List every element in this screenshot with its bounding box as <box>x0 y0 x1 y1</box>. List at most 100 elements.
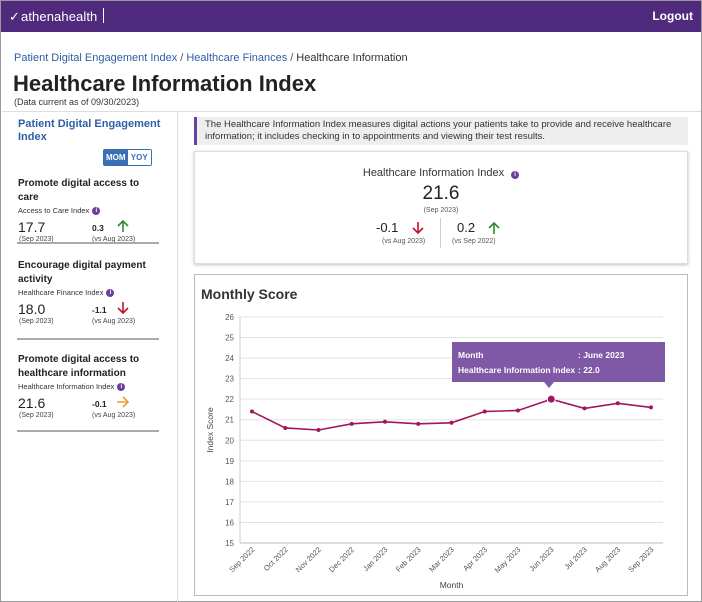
metric-value-period: (Sep 2023) <box>19 318 54 325</box>
metric-title: Promote digital access to care <box>18 178 140 203</box>
arrow-up-icon <box>488 221 500 234</box>
y-tick-label: 22 <box>225 395 234 404</box>
x-tick-label: Mar 2023 <box>427 545 456 574</box>
data-point <box>349 421 354 426</box>
x-tick-label: Sep 2022 <box>227 545 256 574</box>
data-point-highlighted <box>546 394 556 404</box>
metric-change-period: (vs Aug 2023) <box>92 318 136 325</box>
x-tick-label: Dec 2022 <box>327 545 356 574</box>
data-point <box>383 419 387 424</box>
metric-title: Encourage digital payment activity <box>18 260 146 285</box>
x-tick-label: Aug 2023 <box>593 545 622 574</box>
x-axis-label: Month <box>440 580 464 590</box>
metric-subtitle: Healthcare Information Index <box>18 382 115 391</box>
data-point <box>316 428 321 432</box>
info-icon[interactable]: i <box>511 171 520 179</box>
y-tick-label: 15 <box>225 539 234 548</box>
toggle-yoy[interactable]: YOY <box>127 150 151 165</box>
metric-value: 21.6 <box>18 395 46 411</box>
x-tick-label: Apr 2023 <box>461 545 489 573</box>
metric-divider <box>17 430 159 432</box>
x-tick-label: May 2023 <box>493 545 523 575</box>
metric-change: -1.1 <box>92 305 107 315</box>
metric-healthcare-info[interactable]: Promote digital access to healthcare inf… <box>18 353 159 421</box>
logo-text: athenahealth <box>21 9 98 24</box>
y-tick-label: 23 <box>225 375 234 384</box>
tooltip-month-value: : June 2023 <box>578 350 625 360</box>
metric-value: 17.7 <box>18 219 46 235</box>
page-title: Healthcare Information Index <box>13 71 317 96</box>
data-current-note: (Data current as of 09/30/2023) <box>14 97 140 107</box>
series-line <box>251 398 652 431</box>
tooltip-index-value: : 22.0 <box>578 365 600 375</box>
summary-title: Healthcare Information Index <box>362 167 505 179</box>
metric-value-period: (Sep 2023) <box>19 412 54 419</box>
tooltip-caret <box>544 382 554 388</box>
x-tick-label: Jan 2023 <box>361 545 389 573</box>
metric-change: 0.3 <box>92 223 104 233</box>
metric-access-to-care[interactable]: Promote digital access to care Access to… <box>18 177 159 245</box>
metric-value: 18.0 <box>18 301 46 317</box>
sidebar-title-link[interactable]: Patient Digital Engagement Index <box>18 118 161 143</box>
data-point <box>449 420 454 425</box>
data-point <box>582 406 587 411</box>
y-tick-label: 18 <box>225 477 234 486</box>
x-tick-label: Jul 2023 <box>562 545 588 571</box>
data-point <box>516 408 520 413</box>
metric-subtitle: Access to Care Index <box>18 206 90 215</box>
y-tick-label: 17 <box>225 498 234 507</box>
info-icon[interactable]: i <box>92 206 101 215</box>
x-tick-label: Sep 2023 <box>626 545 655 574</box>
metric-divider <box>17 338 159 340</box>
summary-value-period: (Sep 2023) <box>423 207 459 214</box>
metric-subtitle: Healthcare Finance Index <box>18 288 104 297</box>
summary-divider <box>440 218 441 248</box>
y-tick-label: 16 <box>225 518 234 527</box>
tooltip-month-label: Month <box>458 350 484 360</box>
metric-value-period: (Sep 2023) <box>19 236 54 243</box>
summary-title-row: Healthcare Information Index i <box>195 167 687 179</box>
data-point <box>482 409 487 414</box>
header-divider <box>2 111 701 112</box>
top-bar: ✓athenahealth Logout <box>1 1 701 32</box>
tooltip-index-label: Healthcare Information Index <box>458 365 576 375</box>
metric-divider <box>17 242 159 244</box>
x-tick-label: Jun 2023 <box>527 545 555 573</box>
data-point <box>250 409 254 414</box>
breadcrumb-link-finances[interactable]: Healthcare Finances <box>186 52 288 64</box>
breadcrumb: Patient Digital Engagement Index / Healthc… <box>14 52 408 64</box>
y-tick-label: 26 <box>225 313 234 322</box>
summary-yoy-change: 0.2 <box>457 220 476 235</box>
metric-title: Promote digital access to healthcare inf… <box>18 354 140 379</box>
y-axis-label: Index Score <box>205 407 215 453</box>
monthly-score-chart: 15 16 17 18 19 20 21 22 23 24 25 26 Sep 2022 Oct 2022… <box>205 313 663 590</box>
y-tick-label: 25 <box>225 334 234 343</box>
chart-tooltip: Month : June 2023 Healthcare Information… <box>452 342 665 388</box>
metric-change: -0.1 <box>92 399 107 409</box>
logo-separator <box>103 8 105 23</box>
x-tick-label: Oct 2022 <box>262 545 290 573</box>
summary-card: Healthcare Information Index i 21.6 (Sep … <box>194 151 688 264</box>
y-tick-label: 24 <box>225 354 234 363</box>
monthly-score-card: Monthly Score 15 16 17 18 19 20 21 22 23 24 25 26 Se… <box>194 274 688 596</box>
athenahealth-logo[interactable]: ✓athenahealth <box>9 8 105 25</box>
arrow-right-icon <box>117 396 130 408</box>
data-point <box>615 401 620 406</box>
chart-title: Monthly Score <box>201 286 298 302</box>
breadcrumb-link-pdei[interactable]: Patient Digital Engagement Index <box>14 52 178 64</box>
sidebar-divider <box>177 112 178 602</box>
arrow-up-icon <box>117 219 129 232</box>
metric-change-period: (vs Aug 2023) <box>92 412 136 419</box>
metric-finance[interactable]: Encourage digital payment activity Healt… <box>18 259 159 327</box>
y-tick-label: 20 <box>225 436 234 445</box>
data-point <box>649 405 653 410</box>
arrow-down-icon <box>117 302 129 315</box>
x-tick-label: Feb 2023 <box>394 545 423 574</box>
breadcrumb-separator: / <box>180 52 184 64</box>
logout-link[interactable]: Logout <box>652 9 693 23</box>
info-icon[interactable]: i <box>106 288 115 297</box>
toggle-mom[interactable]: MOM <box>104 150 128 165</box>
data-point <box>416 421 421 426</box>
info-icon[interactable]: i <box>117 382 126 391</box>
breadcrumb-separator: / <box>290 52 294 64</box>
